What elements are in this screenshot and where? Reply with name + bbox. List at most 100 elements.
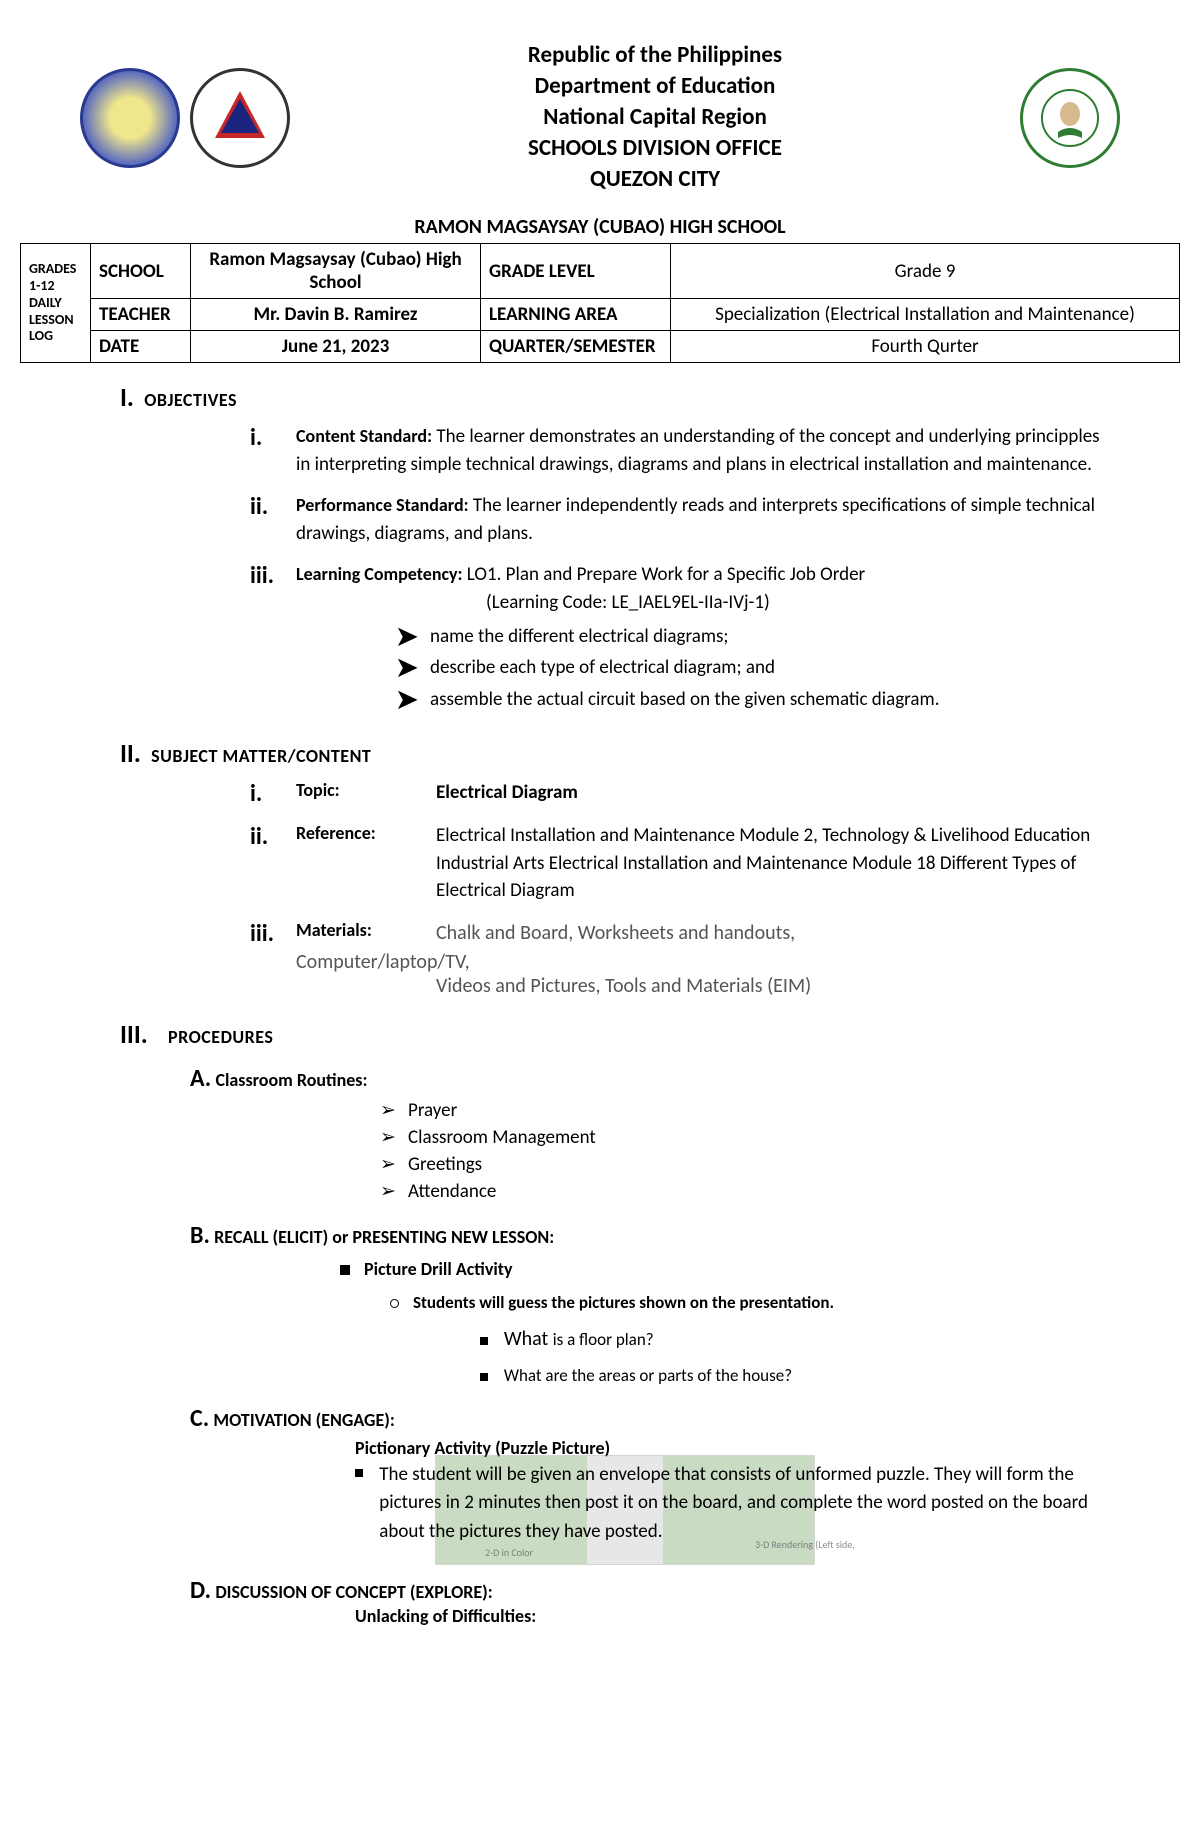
bullet-2: describe each type of electrical diagram… — [430, 654, 775, 682]
competency-bullets: ➤name the different electrical diagrams;… — [396, 623, 1110, 714]
bullet-row: ➤describe each type of electrical diagra… — [396, 654, 1110, 682]
list-item: ➢Prayer — [380, 1099, 1110, 1122]
deped-seal-icon — [80, 68, 180, 168]
picture-drill-label: Picture Drill Activity — [364, 1258, 513, 1280]
roman-i: i. — [250, 779, 296, 808]
q1-what: What — [504, 1327, 553, 1351]
list-item: ➢Greetings — [380, 1153, 1110, 1176]
teacher-label: TEACHER — [91, 299, 191, 331]
list-item: ➢Attendance — [380, 1180, 1110, 1203]
chevron-icon: ➢ — [380, 1126, 408, 1149]
list-item: ➢Classroom Management — [380, 1126, 1110, 1149]
section-subject-matter: II. SUBJECT MATTER/CONTENT i. Topic: Ele… — [120, 737, 1110, 998]
subject-matter-list: i. Topic: Electrical Diagram ii. Referen… — [250, 779, 1110, 998]
lesson-info-table: GRADES 1-12 DAILY LESSON LOG SCHOOL Ramo… — [20, 243, 1180, 363]
subject-matter-title: SUBJECT MATTER/CONTENT — [151, 745, 371, 767]
materials-value-c: Videos and Pictures, Tools and Materials… — [436, 974, 1110, 998]
square-bullet-icon — [480, 1373, 488, 1381]
procedure-C: C. MOTIVATION (ENGAGE): Pictionary Activ… — [190, 1404, 1110, 1547]
roman-iii: iii. — [250, 919, 296, 948]
table-row: TEACHER Mr. Davin B. Ramirez LEARNING AR… — [21, 299, 1180, 331]
procedure-A: A. Classroom Routines: ➢Prayer ➢Classroo… — [190, 1064, 1110, 1203]
procedure-A-title: Classroom Routines: — [215, 1069, 367, 1091]
document-header: Republic of the Philippines Department o… — [20, 40, 1180, 195]
chevron-icon: ➢ — [380, 1099, 408, 1122]
area-label: LEARNING AREA — [481, 299, 671, 331]
header-line-1: Republic of the Philippines — [290, 40, 1020, 71]
section-procedures: III. PROCEDURES A. Classroom Routines: ➢… — [120, 1018, 1110, 1628]
letter-B: B. — [190, 1221, 210, 1250]
side-label-3: DAILY — [29, 294, 62, 311]
topic-row: i. Topic: Electrical Diagram — [250, 779, 1110, 808]
document-body: I. OBJECTIVES i. Content Standard: The l… — [20, 381, 1180, 1627]
division-office-seal-icon — [190, 68, 290, 168]
square-bullet-icon — [340, 1265, 350, 1275]
learning-competency-text: LO1. Plan and Prepare Work for a Specifi… — [463, 563, 866, 586]
reference-text-a: Electrical Installation and Maintenance … — [436, 824, 822, 847]
side-label-1: GRADES — [29, 260, 76, 277]
content-standard-body: Content Standard: The learner demonstrat… — [296, 423, 1110, 478]
arrow-icon: ➤ — [396, 654, 430, 680]
learning-competency-label: Learning Competency: — [296, 563, 463, 585]
materials-value-a: Chalk and Board, Worksheets and handouts… — [436, 919, 1110, 948]
objective-content-standard: i. Content Standard: The learner demonst… — [250, 423, 1110, 478]
roman-ii: ii. — [250, 822, 296, 905]
picture-drill-desc: Students will guess the pictures shown o… — [413, 1292, 834, 1313]
table-row: GRADES 1-12 DAILY LESSON LOG SCHOOL Ramo… — [21, 244, 1180, 299]
header-logos-right — [1020, 68, 1120, 168]
letter-C: C. — [190, 1404, 209, 1433]
school-value: Ramon Magsaysay (Cubao) High School — [191, 244, 481, 299]
motivation-text-wrap: 2-D in Color 3-D Rendering (Left side, T… — [355, 1459, 1110, 1547]
letter-A: A. — [190, 1064, 211, 1093]
picture-drill-row: Picture Drill Activity — [340, 1258, 1110, 1280]
routine-3: Greetings — [408, 1153, 482, 1176]
reference-value: Electrical Installation and Maintenance … — [436, 822, 1110, 905]
square-bullet-icon — [480, 1337, 488, 1345]
topic-label: Topic: — [296, 779, 436, 808]
header-line-2: Department of Education — [290, 71, 1020, 102]
materials-value-b: Computer/laptop/TV, — [296, 950, 1110, 974]
materials-label: Materials: — [296, 919, 436, 948]
procedure-B-title: RECALL (ELICIT) or PRESENTING NEW LESSON… — [214, 1226, 554, 1248]
question-1: What is a floor plan? — [480, 1327, 1110, 1351]
procedure-D: D. DISCUSSION OF CONCEPT (EXPLORE): Unla… — [190, 1576, 1110, 1627]
objectives-list: i. Content Standard: The learner demonst… — [250, 423, 1110, 717]
routines-list: ➢Prayer ➢Classroom Management ➢Greetings… — [380, 1099, 1110, 1203]
routine-1: Prayer — [408, 1099, 457, 1122]
header-line-4: SCHOOLS DIVISION OFFICE — [290, 133, 1020, 164]
procedure-B: B. RECALL (ELICIT) or PRESENTING NEW LES… — [190, 1221, 1110, 1386]
learning-code: (Learning Code: LE_IAEL9EL-IIa-IVj-1) — [486, 589, 1110, 617]
bullet-1: name the different electrical diagrams; — [430, 623, 729, 651]
header-line-3: National Capital Region — [290, 102, 1020, 133]
roman-i: i. — [250, 423, 296, 478]
area-value: Specialization (Electrical Installation … — [671, 299, 1180, 331]
chevron-icon: ➢ — [380, 1180, 408, 1203]
question-2: What are the areas or parts of the house… — [480, 1365, 1110, 1386]
motivation-text: The student will be given an envelope th… — [379, 1461, 1104, 1547]
chevron-icon: ➢ — [380, 1153, 408, 1176]
content-standard-label: Content Standard: — [296, 425, 432, 447]
school-name-subhead: RAMON MAGSAYSAY (CUBAO) HIGH SCHOOL — [20, 215, 1180, 239]
header-line-5: QUEZON CITY — [290, 164, 1020, 195]
roman-ii: ii. — [250, 492, 296, 547]
bullet-row: ➤assemble the actual circuit based on th… — [396, 686, 1110, 714]
unlacking-subtitle: Unlacking of Difficulties: — [355, 1605, 1110, 1627]
learning-competency-body: Learning Competency: LO1. Plan and Prepa… — [296, 561, 1110, 717]
procedures-title: PROCEDURES — [168, 1026, 273, 1048]
q1-rest: is a floor plan? — [553, 1329, 654, 1350]
roman-II: II. — [120, 737, 141, 769]
bullet-row: ➤name the different electrical diagrams; — [396, 623, 1110, 651]
arrow-icon: ➤ — [396, 623, 430, 649]
reference-label: Reference: — [296, 822, 436, 905]
performance-standard-body: Performance Standard: The learner indepe… — [296, 492, 1110, 547]
header-titles: Republic of the Philippines Department o… — [290, 40, 1020, 195]
routine-2: Classroom Management — [408, 1126, 596, 1149]
arrow-icon: ➤ — [396, 686, 430, 712]
roman-iii: iii. — [250, 561, 296, 717]
caption-2d: 2-D in Color — [485, 1545, 533, 1560]
teacher-value: Mr. Davin B. Ramirez — [191, 299, 481, 331]
motivation-body: Pictionary Activity (Puzzle Picture) 2-D… — [355, 1437, 1110, 1547]
school-label: SCHOOL — [91, 244, 191, 299]
grade-value: Grade 9 — [671, 244, 1180, 299]
bullet-3: assemble the actual circuit based on the… — [430, 686, 939, 714]
